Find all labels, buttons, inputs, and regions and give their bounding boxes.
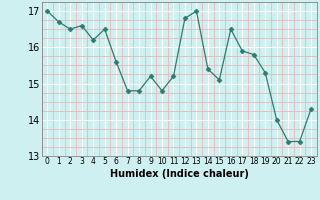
X-axis label: Humidex (Indice chaleur): Humidex (Indice chaleur) xyxy=(110,169,249,179)
